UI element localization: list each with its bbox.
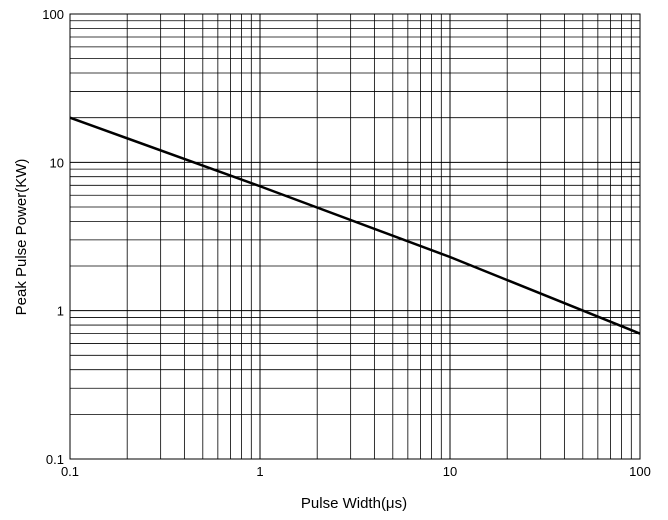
plot-frame: [69, 13, 641, 460]
y-tick-label: 100: [42, 7, 64, 22]
y-tick-label: 10: [50, 155, 64, 170]
x-tick-label: 10: [443, 464, 457, 479]
x-tick-label: 0.1: [61, 464, 79, 479]
y-tick-label: 0.1: [46, 452, 64, 467]
x-tick-label: 100: [629, 464, 651, 479]
x-tick-label: 1: [256, 464, 263, 479]
y-axis-label: Peak Pulse Power(KW): [13, 159, 30, 316]
x-axis-label: Pulse Width(μs): [301, 495, 407, 512]
series-line: [69, 116, 641, 335]
y-tick-label: 1: [57, 304, 64, 319]
y-tick-labels: 0.1 1 10 100: [42, 7, 64, 467]
series-layer: [69, 116, 641, 335]
x-tick-labels: 0.1 1 10 100: [61, 464, 651, 479]
grid: [69, 14, 640, 460]
